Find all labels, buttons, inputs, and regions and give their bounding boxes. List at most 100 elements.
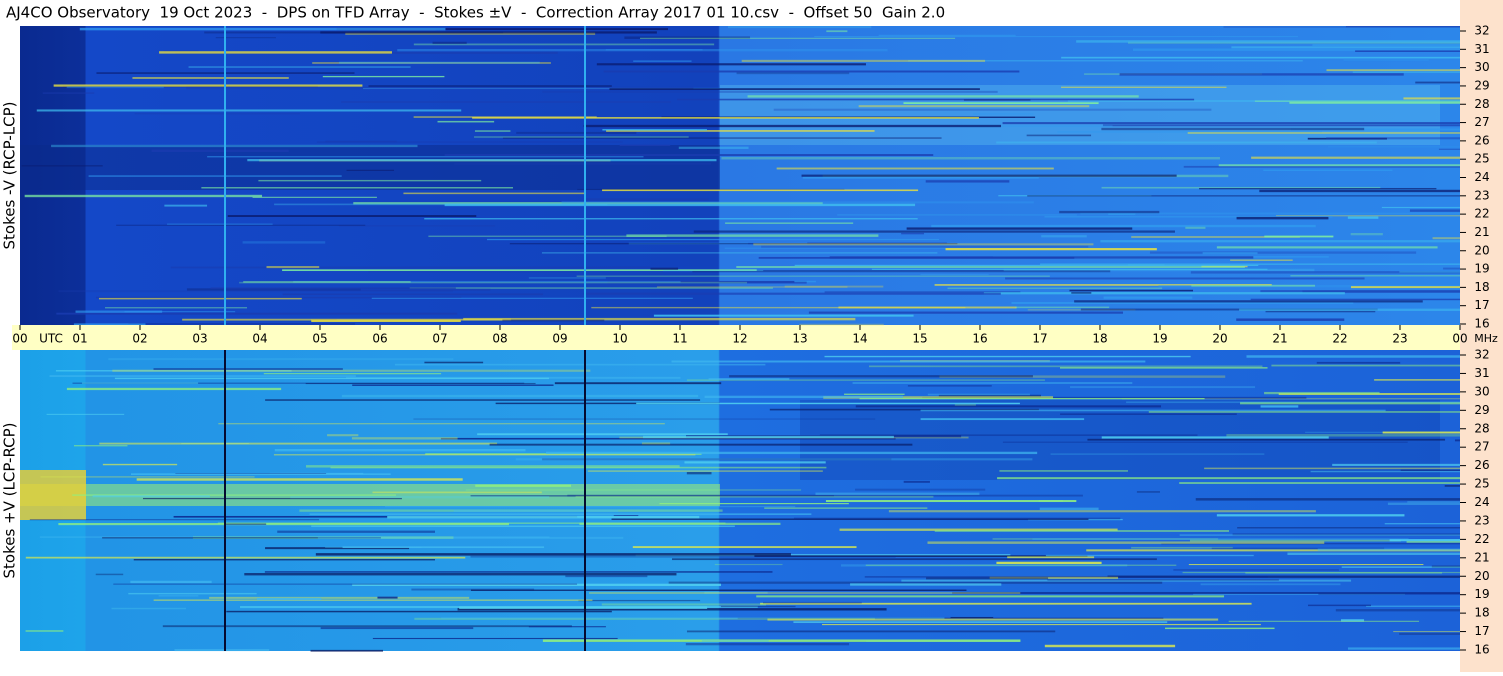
x-tick-label: 14: [852, 332, 867, 346]
streak: [1127, 264, 1165, 266]
streak: [315, 553, 791, 556]
streak: [265, 547, 410, 550]
streak: [1406, 541, 1460, 543]
streak: [1086, 549, 1460, 552]
streak: [1341, 566, 1460, 568]
streak: [589, 592, 1021, 594]
streak: [1132, 48, 1460, 51]
streak: [947, 287, 1163, 290]
streak: [95, 296, 462, 299]
streak: [487, 238, 940, 241]
streak: [256, 597, 322, 601]
streak: [470, 589, 967, 591]
streak: [387, 515, 700, 519]
streak: [311, 525, 735, 528]
streak: [327, 434, 359, 437]
streak: [1040, 263, 1460, 265]
streak: [188, 66, 411, 68]
streak: [40, 475, 255, 478]
streak: [999, 470, 1128, 472]
streak: [950, 616, 994, 619]
y-tick-label: 30: [1474, 60, 1489, 74]
streak: [1326, 69, 1460, 72]
streak: [502, 137, 942, 139]
streak: [142, 497, 402, 500]
x-tick-label: 07: [432, 332, 447, 346]
streak: [25, 630, 64, 632]
streak: [824, 291, 1021, 294]
y-tick-label: 16: [1474, 643, 1489, 657]
streak: [721, 156, 1220, 160]
streak: [767, 618, 1219, 621]
streak: [1350, 286, 1460, 289]
streak: [58, 290, 453, 293]
streak: [134, 113, 300, 115]
streak: [1289, 101, 1460, 104]
streak: [636, 402, 1020, 405]
streak: [186, 86, 694, 90]
streak: [341, 394, 699, 398]
x-tick-label: 00: [1452, 332, 1467, 346]
streak: [1240, 401, 1460, 405]
streak: [635, 554, 1011, 557]
streak: [1148, 411, 1460, 413]
streak: [858, 105, 1090, 108]
streak: [736, 265, 1245, 268]
streak: [1366, 605, 1460, 607]
streak: [282, 269, 757, 272]
streak: [474, 130, 511, 132]
streak: [309, 513, 812, 515]
streak: [1239, 308, 1460, 311]
streak: [901, 232, 925, 235]
streak: [1182, 571, 1460, 574]
streak: [1039, 507, 1099, 511]
streak: [73, 323, 146, 325]
streak: [1127, 41, 1460, 44]
streak: [173, 515, 578, 518]
x-tick-label: 19: [1152, 332, 1167, 346]
streak: [440, 437, 896, 440]
streak: [1443, 267, 1460, 270]
streak: [794, 280, 816, 283]
streak: [541, 252, 938, 254]
streak: [871, 268, 1268, 270]
streak: [575, 495, 934, 498]
streak: [725, 222, 854, 224]
streak: [1326, 137, 1460, 140]
streak: [663, 270, 764, 272]
streak: [1237, 527, 1460, 529]
y-tick-label: 29: [1474, 403, 1489, 417]
streak: [802, 176, 1039, 179]
streak: [1290, 275, 1460, 277]
streak: [903, 480, 930, 483]
y-tick-label: 19: [1474, 587, 1489, 601]
streak: [922, 396, 1307, 399]
streak: [903, 102, 1099, 105]
y-tick-label: 18: [1474, 606, 1489, 620]
streak: [672, 558, 1157, 561]
streak: [1230, 259, 1293, 261]
streak: [1399, 632, 1460, 636]
streak: [305, 382, 536, 385]
streak: [1102, 124, 1460, 127]
streak: [1199, 187, 1437, 190]
x-tick-label: 18: [1092, 332, 1107, 346]
streak: [346, 169, 395, 171]
streak: [1387, 502, 1460, 505]
streak: [111, 607, 186, 610]
streak: [21, 165, 103, 167]
streak: [704, 395, 904, 399]
streak: [685, 643, 850, 646]
streak: [352, 384, 554, 386]
streak: [182, 318, 512, 321]
streak: [207, 156, 644, 158]
streak: [130, 473, 391, 475]
streak: [632, 546, 857, 549]
y-axis-label: Stokes +V (LCP-RCP): [1, 423, 19, 579]
streak: [201, 187, 513, 189]
streak: [325, 140, 397, 143]
streak: [1335, 609, 1460, 612]
streak: [273, 454, 696, 456]
streak: [428, 235, 667, 238]
streak: [1071, 291, 1092, 294]
